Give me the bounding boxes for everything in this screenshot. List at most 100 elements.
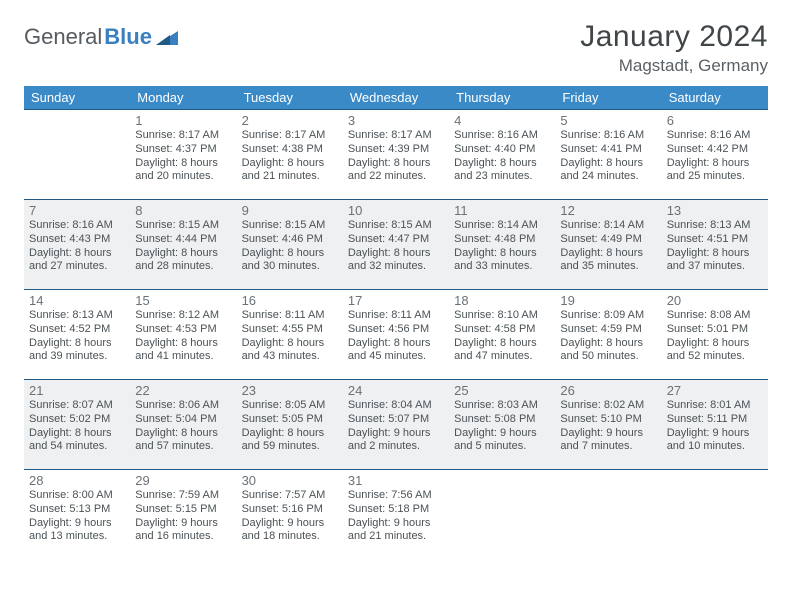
calendar-cell: 3Sunrise: 8:17 AMSunset: 4:39 PMDaylight… — [343, 110, 449, 200]
calendar-cell: 30Sunrise: 7:57 AMSunset: 5:16 PMDayligh… — [237, 470, 343, 560]
sunset-line: Sunset: 5:18 PM — [348, 503, 444, 517]
calendar-cell: 15Sunrise: 8:12 AMSunset: 4:53 PMDayligh… — [130, 290, 236, 380]
daylight-line: Daylight: 8 hours — [242, 247, 338, 261]
daylight-line: Daylight: 8 hours — [135, 247, 231, 261]
day-number: 15 — [135, 293, 231, 308]
daylight-line: and 59 minutes. — [242, 440, 338, 454]
calendar-cell: 28Sunrise: 8:00 AMSunset: 5:13 PMDayligh… — [24, 470, 130, 560]
sunrise-line: Sunrise: 8:14 AM — [560, 219, 656, 233]
calendar-week: 7Sunrise: 8:16 AMSunset: 4:43 PMDaylight… — [24, 200, 768, 290]
daylight-line: Daylight: 9 hours — [242, 517, 338, 531]
daylight-line: and 54 minutes. — [29, 440, 125, 454]
calendar-cell: 22Sunrise: 8:06 AMSunset: 5:04 PMDayligh… — [130, 380, 236, 470]
sunrise-line: Sunrise: 8:15 AM — [135, 219, 231, 233]
sunset-line: Sunset: 4:44 PM — [135, 233, 231, 247]
location: Magstadt, Germany — [580, 56, 768, 76]
sunset-line: Sunset: 4:53 PM — [135, 323, 231, 337]
calendar-cell — [555, 470, 661, 560]
day-number: 27 — [667, 383, 763, 398]
sunset-line: Sunset: 5:05 PM — [242, 413, 338, 427]
daylight-line: and 20 minutes. — [135, 170, 231, 184]
calendar-week: 1Sunrise: 8:17 AMSunset: 4:37 PMDaylight… — [24, 110, 768, 200]
day-header: Sunday — [24, 86, 130, 110]
calendar-cell: 18Sunrise: 8:10 AMSunset: 4:58 PMDayligh… — [449, 290, 555, 380]
sunset-line: Sunset: 4:46 PM — [242, 233, 338, 247]
calendar-cell: 17Sunrise: 8:11 AMSunset: 4:56 PMDayligh… — [343, 290, 449, 380]
title-block: January 2024 Magstadt, Germany — [580, 20, 768, 76]
daylight-line: Daylight: 8 hours — [454, 157, 550, 171]
day-header: Tuesday — [237, 86, 343, 110]
calendar-cell: 25Sunrise: 8:03 AMSunset: 5:08 PMDayligh… — [449, 380, 555, 470]
sunrise-line: Sunrise: 8:14 AM — [454, 219, 550, 233]
daylight-line: Daylight: 8 hours — [29, 337, 125, 351]
day-number: 18 — [454, 293, 550, 308]
sunset-line: Sunset: 4:47 PM — [348, 233, 444, 247]
sunset-line: Sunset: 4:42 PM — [667, 143, 763, 157]
calendar-cell: 6Sunrise: 8:16 AMSunset: 4:42 PMDaylight… — [662, 110, 768, 200]
calendar-cell: 16Sunrise: 8:11 AMSunset: 4:55 PMDayligh… — [237, 290, 343, 380]
daylight-line: and 50 minutes. — [560, 350, 656, 364]
calendar-week: 28Sunrise: 8:00 AMSunset: 5:13 PMDayligh… — [24, 470, 768, 560]
day-header: Monday — [130, 86, 236, 110]
daylight-line: and 35 minutes. — [560, 260, 656, 274]
day-number: 17 — [348, 293, 444, 308]
sunrise-line: Sunrise: 8:08 AM — [667, 309, 763, 323]
day-number: 22 — [135, 383, 231, 398]
sunrise-line: Sunrise: 8:03 AM — [454, 399, 550, 413]
day-number: 29 — [135, 473, 231, 488]
sunset-line: Sunset: 4:38 PM — [242, 143, 338, 157]
calendar-cell: 31Sunrise: 7:56 AMSunset: 5:18 PMDayligh… — [343, 470, 449, 560]
day-number: 19 — [560, 293, 656, 308]
daylight-line: Daylight: 9 hours — [667, 427, 763, 441]
day-header-row: SundayMondayTuesdayWednesdayThursdayFrid… — [24, 86, 768, 110]
daylight-line: Daylight: 9 hours — [348, 427, 444, 441]
calendar-week: 14Sunrise: 8:13 AMSunset: 4:52 PMDayligh… — [24, 290, 768, 380]
daylight-line: Daylight: 8 hours — [135, 337, 231, 351]
sunrise-line: Sunrise: 8:11 AM — [348, 309, 444, 323]
daylight-line: and 16 minutes. — [135, 530, 231, 544]
logo-triangle-icon — [156, 29, 178, 45]
daylight-line: Daylight: 9 hours — [454, 427, 550, 441]
daylight-line: and 22 minutes. — [348, 170, 444, 184]
daylight-line: and 45 minutes. — [348, 350, 444, 364]
sunrise-line: Sunrise: 8:02 AM — [560, 399, 656, 413]
sunrise-line: Sunrise: 8:17 AM — [135, 129, 231, 143]
sunset-line: Sunset: 5:07 PM — [348, 413, 444, 427]
daylight-line: Daylight: 8 hours — [667, 247, 763, 261]
sunset-line: Sunset: 5:16 PM — [242, 503, 338, 517]
calendar-cell: 2Sunrise: 8:17 AMSunset: 4:38 PMDaylight… — [237, 110, 343, 200]
sunrise-line: Sunrise: 7:56 AM — [348, 489, 444, 503]
calendar-cell: 4Sunrise: 8:16 AMSunset: 4:40 PMDaylight… — [449, 110, 555, 200]
daylight-line: and 41 minutes. — [135, 350, 231, 364]
sunrise-line: Sunrise: 7:57 AM — [242, 489, 338, 503]
calendar-cell: 23Sunrise: 8:05 AMSunset: 5:05 PMDayligh… — [237, 380, 343, 470]
calendar-cell: 7Sunrise: 8:16 AMSunset: 4:43 PMDaylight… — [24, 200, 130, 290]
sunset-line: Sunset: 5:04 PM — [135, 413, 231, 427]
calendar-page: GeneralBlue January 2024 Magstadt, Germa… — [0, 0, 792, 580]
sunset-line: Sunset: 5:13 PM — [29, 503, 125, 517]
calendar-cell: 5Sunrise: 8:16 AMSunset: 4:41 PMDaylight… — [555, 110, 661, 200]
sunrise-line: Sunrise: 8:07 AM — [29, 399, 125, 413]
sunrise-line: Sunrise: 8:01 AM — [667, 399, 763, 413]
sunset-line: Sunset: 5:10 PM — [560, 413, 656, 427]
sunset-line: Sunset: 4:48 PM — [454, 233, 550, 247]
daylight-line: Daylight: 8 hours — [29, 427, 125, 441]
sunrise-line: Sunrise: 8:12 AM — [135, 309, 231, 323]
calendar-cell — [24, 110, 130, 200]
day-number: 24 — [348, 383, 444, 398]
calendar-cell: 29Sunrise: 7:59 AMSunset: 5:15 PMDayligh… — [130, 470, 236, 560]
calendar-cell: 21Sunrise: 8:07 AMSunset: 5:02 PMDayligh… — [24, 380, 130, 470]
daylight-line: and 33 minutes. — [454, 260, 550, 274]
day-number: 25 — [454, 383, 550, 398]
sunset-line: Sunset: 4:59 PM — [560, 323, 656, 337]
calendar-cell: 19Sunrise: 8:09 AMSunset: 4:59 PMDayligh… — [555, 290, 661, 380]
sunset-line: Sunset: 4:58 PM — [454, 323, 550, 337]
sunrise-line: Sunrise: 8:16 AM — [560, 129, 656, 143]
day-number: 8 — [135, 203, 231, 218]
sunset-line: Sunset: 5:01 PM — [667, 323, 763, 337]
day-number: 13 — [667, 203, 763, 218]
sunrise-line: Sunrise: 8:13 AM — [29, 309, 125, 323]
day-number: 2 — [242, 113, 338, 128]
sunrise-line: Sunrise: 8:16 AM — [29, 219, 125, 233]
sunset-line: Sunset: 4:52 PM — [29, 323, 125, 337]
